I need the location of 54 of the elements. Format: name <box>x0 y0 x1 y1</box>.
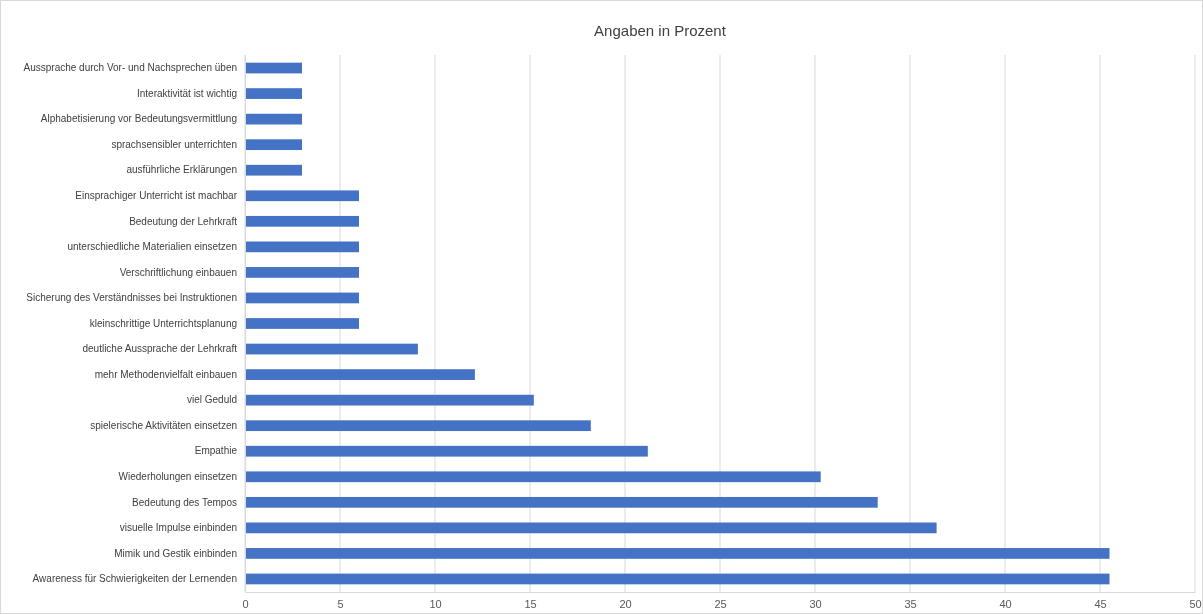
x-tick-label: 40 <box>999 597 1012 610</box>
bar <box>245 420 591 432</box>
chart-title: Angaben in Prozent <box>594 22 727 39</box>
y-tick-label: Alphabetisierung vor Bedeutungsvermittlung <box>40 113 237 125</box>
y-tick-label: mehr Methodenvielfalt einbauen <box>94 368 237 380</box>
x-tick-label: 20 <box>619 597 632 610</box>
bar <box>245 139 302 151</box>
y-tick-label: kleinschrittige Unterrichtsplanung <box>89 317 237 329</box>
x-tick-label: 25 <box>714 597 727 610</box>
y-tick-label: Sicherung des Verständnisses bei Instruktionen <box>26 292 237 304</box>
y-tick-label: Awareness für Schwierigkeiten der Lernenden <box>32 573 237 585</box>
bar <box>245 548 1110 559</box>
bar <box>245 215 359 227</box>
y-tick-label: Aussprache durch Vor- und Nachsprechen üben <box>23 62 237 74</box>
bar <box>245 496 878 508</box>
y-tick-label: unterschiedliche Materialien einsetzen <box>67 241 237 253</box>
y-tick-label: Bedeutung des Tempos <box>132 496 237 508</box>
bar <box>245 369 475 380</box>
bar <box>245 445 648 457</box>
bar <box>245 267 359 278</box>
x-tick-label: 50 <box>1189 597 1202 610</box>
y-tick-label: visuelle Impulse einbinden <box>119 522 237 534</box>
y-tick-label: Verschriftlichung einbauen <box>119 266 237 278</box>
bar <box>245 394 534 406</box>
bar <box>245 292 359 304</box>
y-tick-label: Empathie <box>194 445 238 457</box>
y-tick-label: viel Geduld <box>186 394 237 406</box>
x-tick-label: 5 <box>337 597 344 610</box>
x-tick-label: 0 <box>242 597 249 610</box>
bar <box>245 88 302 99</box>
bar <box>245 522 937 534</box>
bar <box>245 113 302 125</box>
y-tick-label: Bedeutung der Lehrkraft <box>129 215 238 227</box>
bar <box>245 241 359 253</box>
x-tick-label: 15 <box>524 597 537 610</box>
y-tick-label: sprachsensibler unterrichten <box>111 138 237 150</box>
bar <box>245 164 302 176</box>
y-tick-label: spielerische Aktivitäten einsetzen <box>90 419 237 431</box>
y-tick-label: Interaktivität ist wichtig <box>136 87 237 99</box>
x-tick-label: 30 <box>809 597 822 610</box>
x-tick-label: 35 <box>904 597 917 610</box>
bar <box>245 318 359 329</box>
x-tick-label: 10 <box>429 597 442 610</box>
bar <box>245 471 821 483</box>
y-tick-label: Mimik und Gestik einbinden <box>114 547 237 559</box>
y-tick-label: Wiederholungen einsetzen <box>118 470 237 482</box>
y-tick-label: Einsprachiger Unterricht ist machbar <box>75 189 238 201</box>
bar <box>245 573 1110 585</box>
x-tick-label: 45 <box>1094 597 1107 610</box>
bar <box>245 62 302 74</box>
bar <box>245 343 418 355</box>
y-tick-label: ausführliche Erklärungen <box>126 164 237 176</box>
bar <box>245 190 359 202</box>
y-tick-label: deutliche Aussprache der Lehrkraft <box>82 343 238 355</box>
